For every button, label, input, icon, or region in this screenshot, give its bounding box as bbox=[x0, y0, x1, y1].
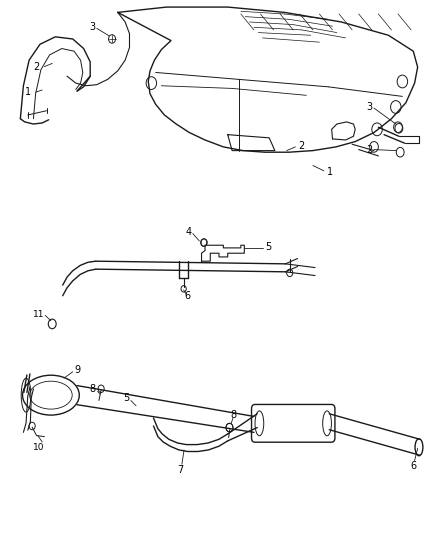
Text: 6: 6 bbox=[410, 461, 417, 471]
Text: 3: 3 bbox=[89, 22, 95, 33]
Text: 1: 1 bbox=[25, 87, 31, 97]
Text: 2: 2 bbox=[367, 144, 373, 155]
Text: 10: 10 bbox=[33, 443, 45, 452]
Text: 7: 7 bbox=[177, 465, 184, 474]
Text: 3: 3 bbox=[367, 102, 373, 112]
Text: 4: 4 bbox=[185, 227, 191, 237]
Text: 2: 2 bbox=[33, 62, 39, 71]
Text: 8: 8 bbox=[231, 410, 237, 421]
Text: 9: 9 bbox=[74, 365, 80, 375]
Text: 5: 5 bbox=[123, 393, 129, 403]
Text: 1: 1 bbox=[327, 167, 333, 177]
Text: 5: 5 bbox=[265, 242, 271, 252]
Text: 2: 2 bbox=[298, 141, 304, 151]
Text: 8: 8 bbox=[89, 384, 95, 394]
Text: 11: 11 bbox=[33, 310, 45, 319]
Text: 6: 6 bbox=[184, 291, 191, 301]
